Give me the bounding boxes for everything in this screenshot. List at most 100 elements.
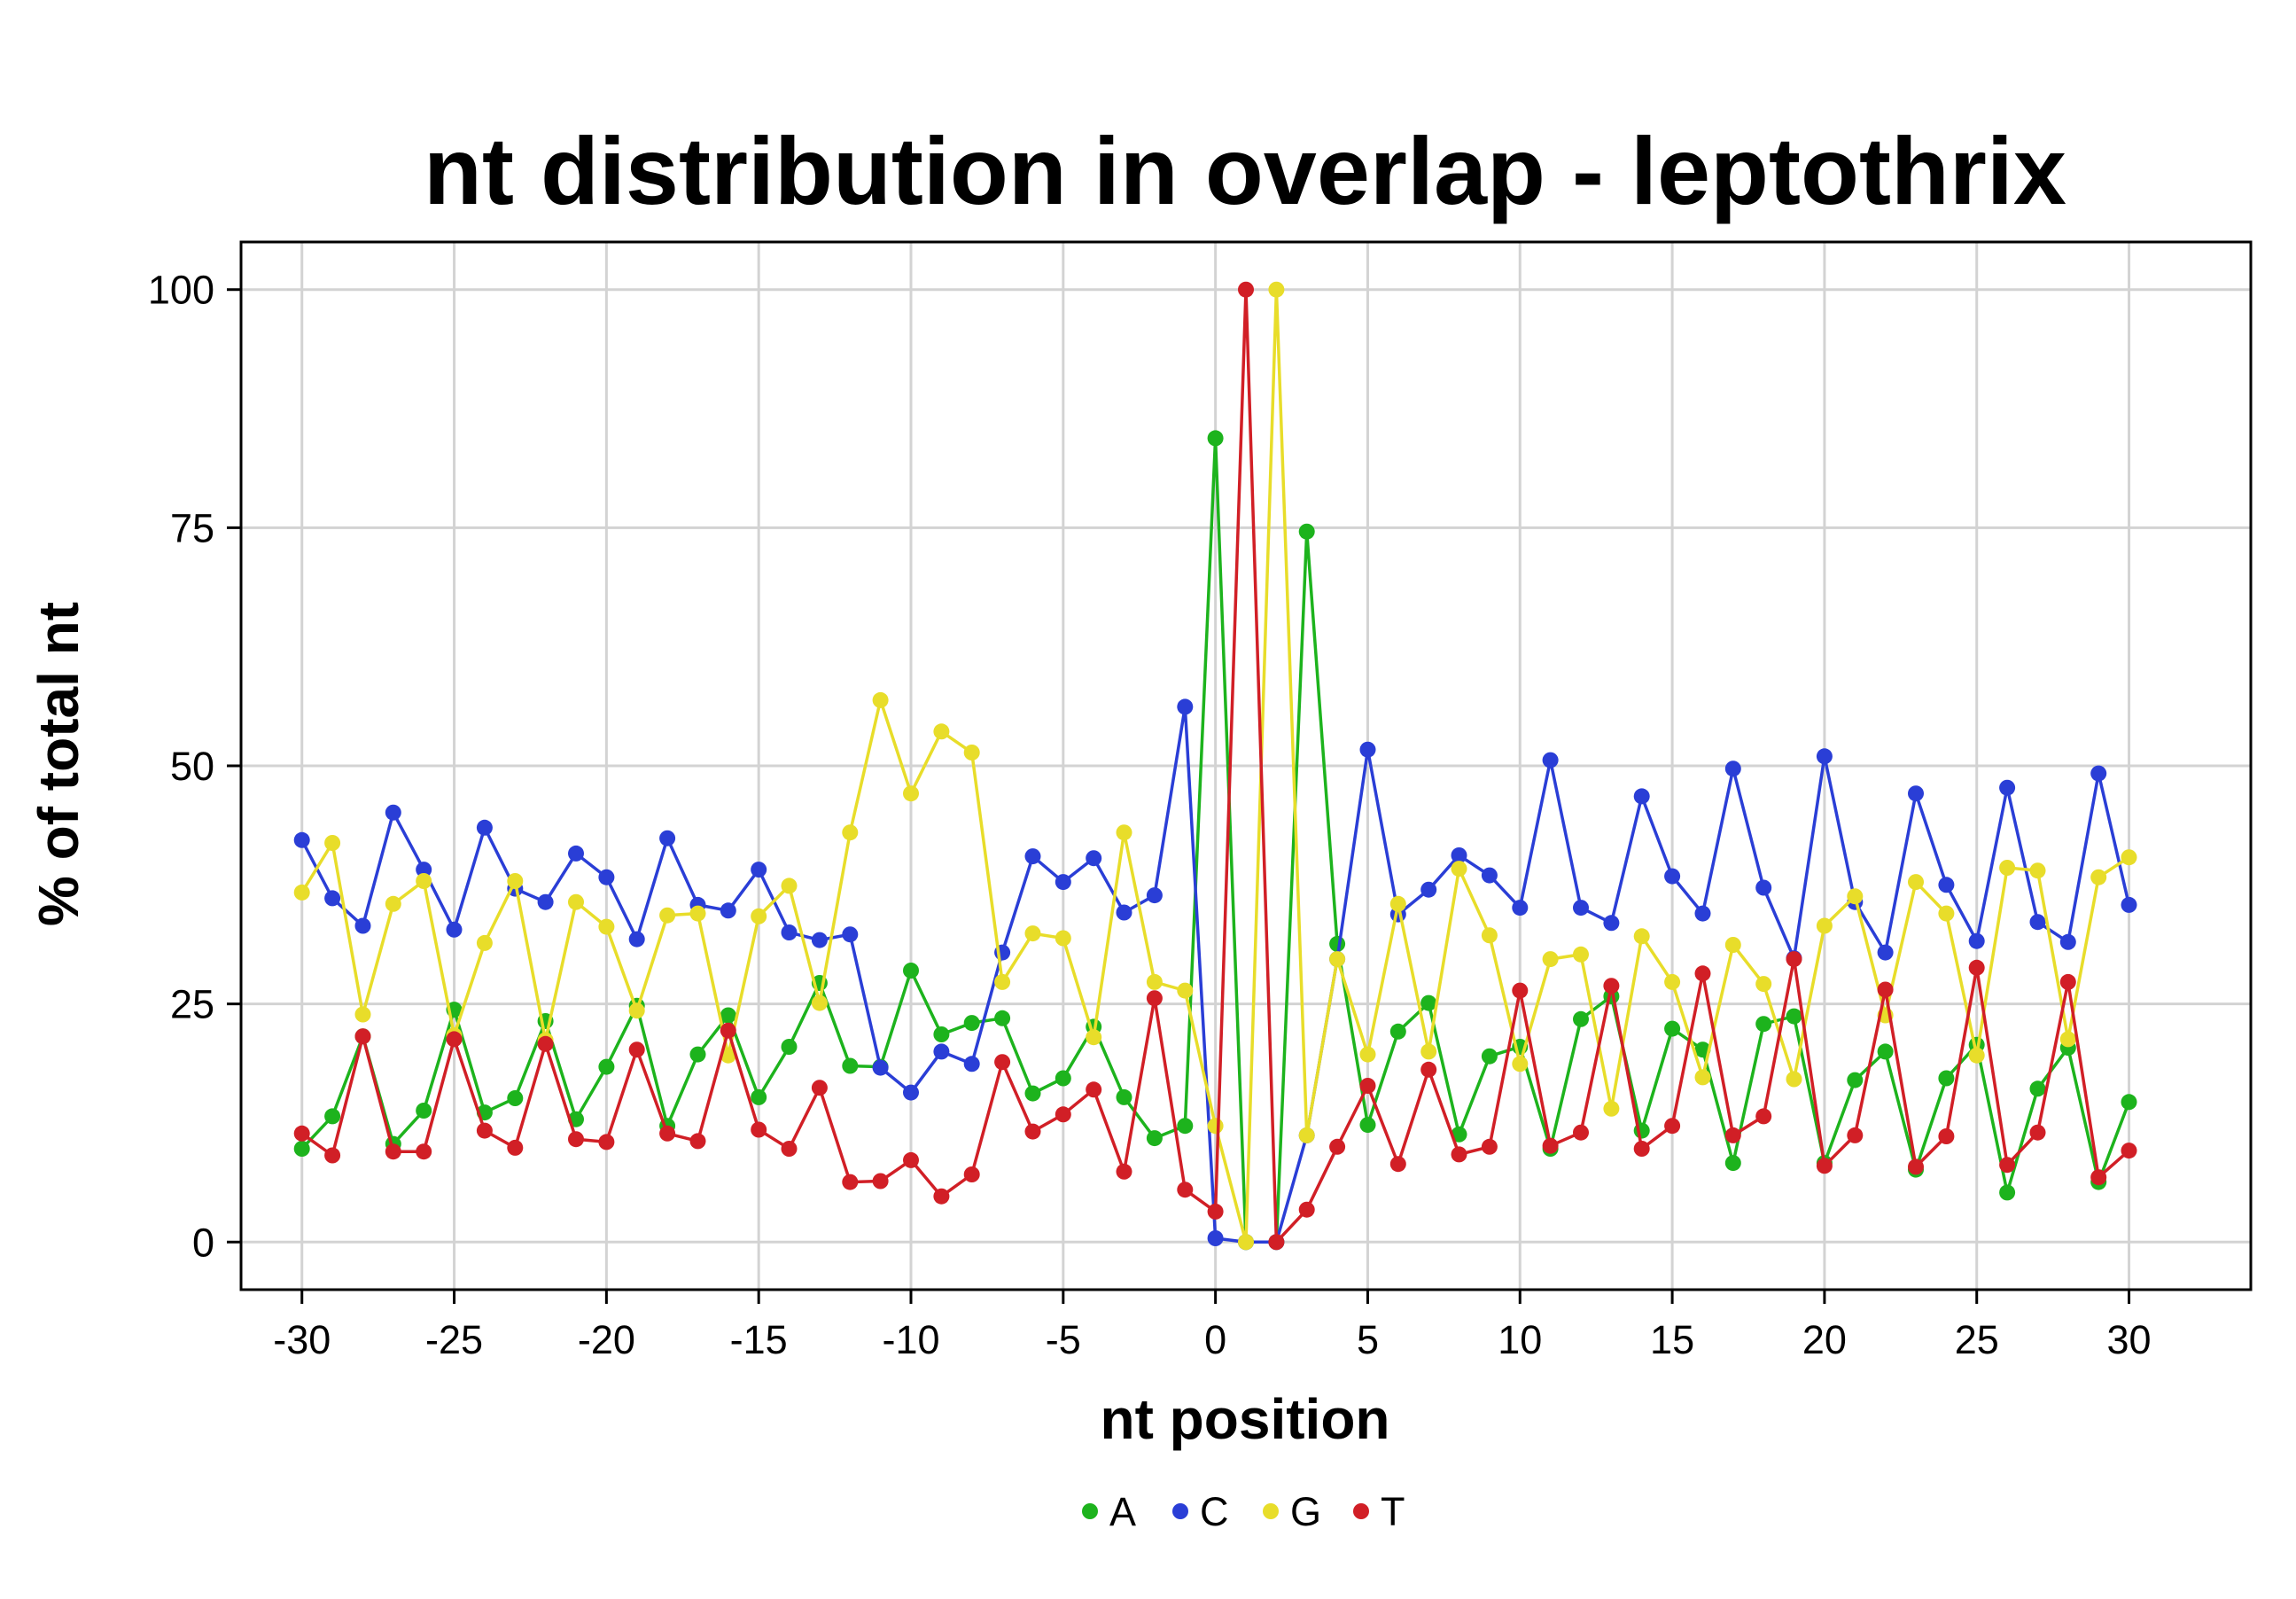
data-point-T	[1116, 1163, 1132, 1180]
data-point-A	[781, 1039, 798, 1055]
series-T	[293, 281, 2137, 1251]
data-point-T	[293, 1125, 310, 1142]
data-point-A	[1055, 1070, 1071, 1087]
data-point-G	[689, 905, 706, 922]
data-point-G	[2059, 1031, 2076, 1048]
data-point-C	[1603, 915, 1620, 932]
data-point-G	[1573, 946, 1589, 963]
data-point-T	[1938, 1128, 1955, 1144]
data-point-C	[751, 862, 767, 878]
data-point-C	[1512, 900, 1529, 916]
data-point-T	[2029, 1124, 2046, 1141]
data-point-T	[994, 1054, 1011, 1071]
data-point-G	[1481, 927, 1498, 944]
data-point-T	[1329, 1138, 1346, 1155]
data-point-C	[1024, 848, 1041, 865]
data-point-G	[1542, 951, 1559, 968]
data-point-C	[1359, 741, 1376, 758]
data-point-G	[1451, 861, 1467, 878]
legend-label: A	[1109, 1489, 1136, 1534]
data-point-C	[568, 845, 584, 862]
data-point-A	[842, 1057, 859, 1074]
data-point-G	[2090, 869, 2107, 885]
y-tick-label: 50	[170, 744, 214, 789]
data-point-A	[1146, 1130, 1163, 1147]
data-point-T	[628, 1041, 645, 1058]
data-point-G	[1694, 1069, 1711, 1086]
data-point-C	[1877, 944, 1894, 961]
x-tick-label: -10	[882, 1317, 939, 1362]
data-point-T	[1542, 1137, 1559, 1154]
data-point-T	[2090, 1169, 2107, 1186]
y-axis: 0 25 50 75 100	[148, 268, 241, 1265]
data-point-C	[385, 804, 401, 821]
data-point-C	[1633, 788, 1650, 805]
data-point-T	[598, 1134, 615, 1150]
data-point-C	[1724, 760, 1741, 777]
data-point-C	[324, 890, 341, 907]
legend-item-G: G	[1263, 1489, 1321, 1534]
data-point-G	[2029, 862, 2046, 879]
data-point-T	[537, 1035, 554, 1052]
data-point-T	[1633, 1141, 1650, 1157]
data-point-G	[1755, 976, 1772, 993]
data-point-T	[1755, 1108, 1772, 1125]
data-point-T	[2121, 1143, 2137, 1159]
data-point-G	[1055, 930, 1071, 947]
y-tick-label: 100	[148, 268, 214, 313]
data-point-A	[1207, 430, 1224, 447]
data-point-T	[1238, 281, 1254, 298]
data-point-T	[1420, 1061, 1437, 1078]
data-point-A	[1177, 1118, 1194, 1135]
data-point-C	[1755, 879, 1772, 896]
data-point-G	[1298, 1127, 1315, 1143]
data-point-T	[1968, 959, 1985, 976]
data-point-C	[354, 917, 371, 934]
data-point-C	[781, 924, 798, 940]
data-point-G	[1908, 874, 1924, 891]
data-point-C	[416, 862, 432, 878]
data-point-C	[933, 1043, 950, 1060]
data-point-T	[1359, 1078, 1376, 1094]
data-point-A	[1116, 1088, 1132, 1105]
data-point-A	[720, 1007, 736, 1024]
data-point-T	[811, 1080, 828, 1096]
data-point-G	[1603, 1100, 1620, 1117]
data-point-T	[1024, 1123, 1041, 1140]
data-point-A	[1481, 1048, 1498, 1065]
data-point-T	[781, 1141, 798, 1157]
data-point-C	[2059, 933, 2076, 950]
data-point-C	[1481, 867, 1498, 884]
data-point-C	[293, 831, 310, 848]
legend-marker	[1172, 1503, 1188, 1519]
data-point-C	[1968, 932, 1985, 949]
data-point-A	[1938, 1070, 1955, 1087]
y-tick-label: 25	[170, 982, 214, 1027]
x-tick-label: 30	[2107, 1317, 2152, 1362]
data-point-T	[568, 1131, 584, 1148]
data-point-T	[720, 1022, 736, 1039]
data-point-T	[1481, 1138, 1498, 1155]
data-point-T	[2059, 973, 2076, 990]
data-point-G	[385, 895, 401, 912]
x-tick-label: -20	[578, 1317, 635, 1362]
legend-label: T	[1381, 1489, 1405, 1534]
data-point-T	[1908, 1158, 1924, 1175]
data-point-G	[354, 1006, 371, 1023]
data-point-T	[354, 1028, 371, 1045]
legend-item-A: A	[1082, 1489, 1136, 1534]
data-point-G	[659, 907, 676, 924]
data-point-G	[1268, 281, 1285, 298]
data-point-T	[1055, 1106, 1071, 1123]
data-point-G	[1238, 1234, 1254, 1251]
data-point-G	[720, 1047, 736, 1064]
data-point-C	[1086, 850, 1102, 867]
data-point-A	[1786, 1008, 1802, 1025]
data-point-A	[507, 1090, 524, 1106]
data-point-T	[416, 1143, 432, 1160]
data-point-T	[1724, 1127, 1741, 1143]
data-point-A	[416, 1103, 432, 1119]
data-point-T	[1298, 1201, 1315, 1218]
